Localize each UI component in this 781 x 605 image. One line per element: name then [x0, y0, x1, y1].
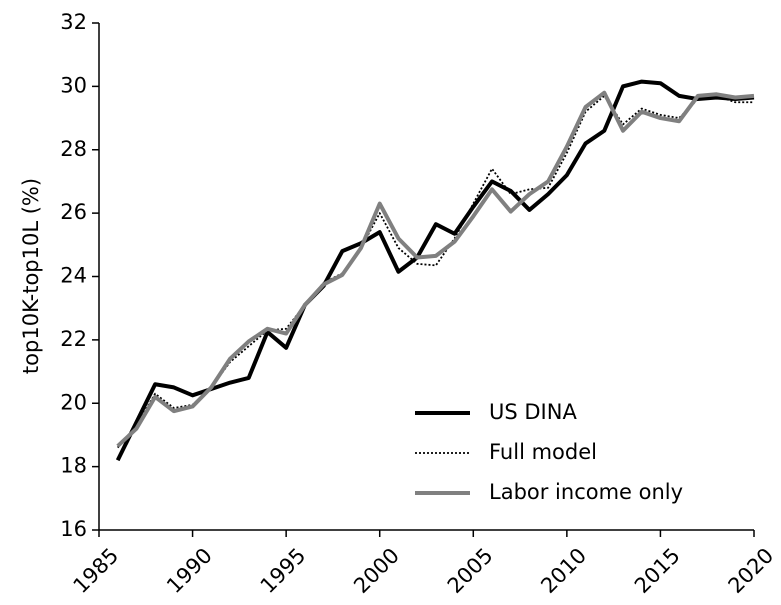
x-tick-label: 2000	[349, 543, 404, 598]
y-tick-label: 26	[60, 200, 87, 224]
x-tick-label: 2015	[630, 543, 685, 598]
x-tick-label: 2020	[724, 543, 779, 598]
line-series	[117, 94, 754, 449]
x-tick-label: 2005	[443, 543, 498, 598]
x-tick-label: 1985	[69, 543, 124, 598]
y-tick-label: 22	[60, 327, 87, 351]
x-tick-label: 1990	[162, 543, 217, 598]
y-tick-label: 16	[60, 517, 87, 541]
y-tick-label: 28	[60, 137, 87, 161]
line-series	[115, 79, 755, 462]
y-tick-label: 30	[60, 73, 87, 97]
x-tick-label: 1995	[256, 543, 311, 598]
y-tick-label: 20	[60, 390, 87, 414]
legend-label: US DINA	[489, 400, 577, 424]
y-tick-label: 18	[60, 454, 87, 478]
y-tick-label: 24	[60, 264, 87, 288]
y-axis-label: top10K-top10L (%)	[19, 178, 43, 374]
y-tick-label: 32	[60, 10, 87, 34]
x-tick-label: 2010	[536, 543, 591, 598]
line-series	[116, 90, 755, 448]
legend-label: Labor income only	[489, 480, 683, 504]
legend-label: Full model	[489, 440, 597, 464]
